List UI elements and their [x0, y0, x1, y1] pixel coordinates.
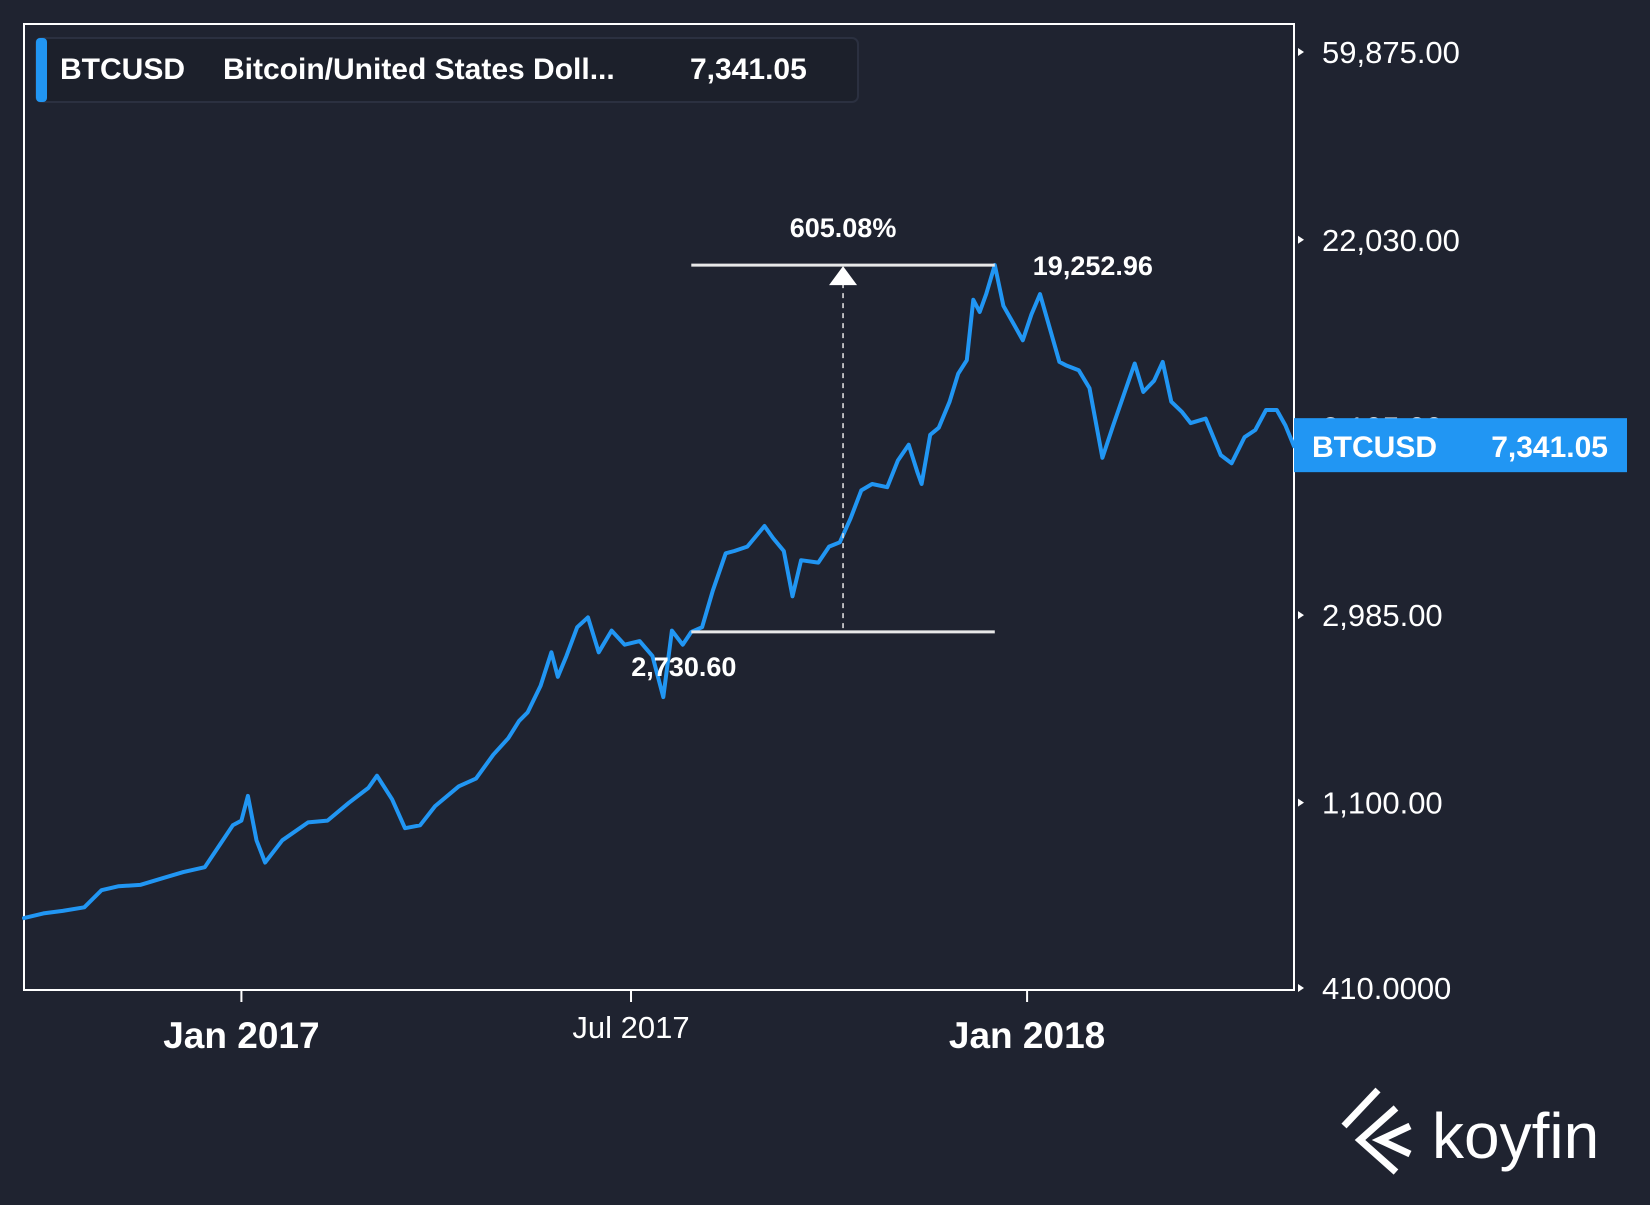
measure-low-label: 2,730.60: [631, 652, 736, 682]
price-tag-value: 7,341.05: [1491, 431, 1608, 464]
y-tick-label: 2,985.00: [1322, 598, 1443, 633]
plot-frame: [23, 23, 1295, 991]
measure-arrow-up-icon: [829, 266, 858, 286]
y-tick-mark: [1298, 48, 1304, 56]
price-tag: BTCUSD 7,341.05: [1294, 418, 1627, 473]
y-tick-mark: [1298, 798, 1304, 807]
y-tick-label: 59,875.00: [1322, 35, 1460, 70]
legend[interactable]: BTCUSD Bitcoin/United States Doll... 7,3…: [35, 37, 859, 103]
measure-percent-label: 605.08%: [790, 213, 897, 243]
price-tag-background: [1294, 418, 1627, 473]
x-tick-label: Jul 2017: [572, 1010, 689, 1045]
y-tick-mark: [1298, 611, 1304, 620]
price-tag-symbol: BTCUSD: [1312, 431, 1437, 464]
y-axis: 59,875.0022,030.008,105.002,985.001,100.…: [1298, 35, 1460, 1006]
legend-color-swatch: [36, 38, 47, 102]
y-tick-label: 22,030.00: [1322, 223, 1460, 258]
legend-symbol: BTCUSD: [60, 53, 185, 86]
series-line-btcusd: [22, 263, 1296, 921]
x-tick-label: Jan 2018: [949, 1015, 1105, 1056]
legend-description: Bitcoin/United States Doll...: [223, 53, 615, 86]
legend-value: 7,341.05: [690, 53, 807, 86]
koyfin-logo: koyfin: [1341, 1087, 1599, 1175]
y-tick-label: 410.0000: [1322, 971, 1451, 1006]
x-tick-label: Jan 2017: [163, 1015, 319, 1056]
koyfin-logo-text: koyfin: [1432, 1100, 1599, 1172]
koyfin-logo-icon: [1341, 1087, 1412, 1175]
measure-high-label: 19,252.96: [1033, 251, 1153, 281]
y-tick-label: 1,100.00: [1322, 786, 1443, 821]
x-axis: Jan 2017 Jul 2017 Jan 2018: [163, 990, 1105, 1056]
y-tick-mark: [1298, 984, 1304, 992]
y-tick-mark: [1298, 235, 1304, 244]
measure-tool[interactable]: 605.08% 19,252.96 2,730.60: [631, 213, 1153, 682]
